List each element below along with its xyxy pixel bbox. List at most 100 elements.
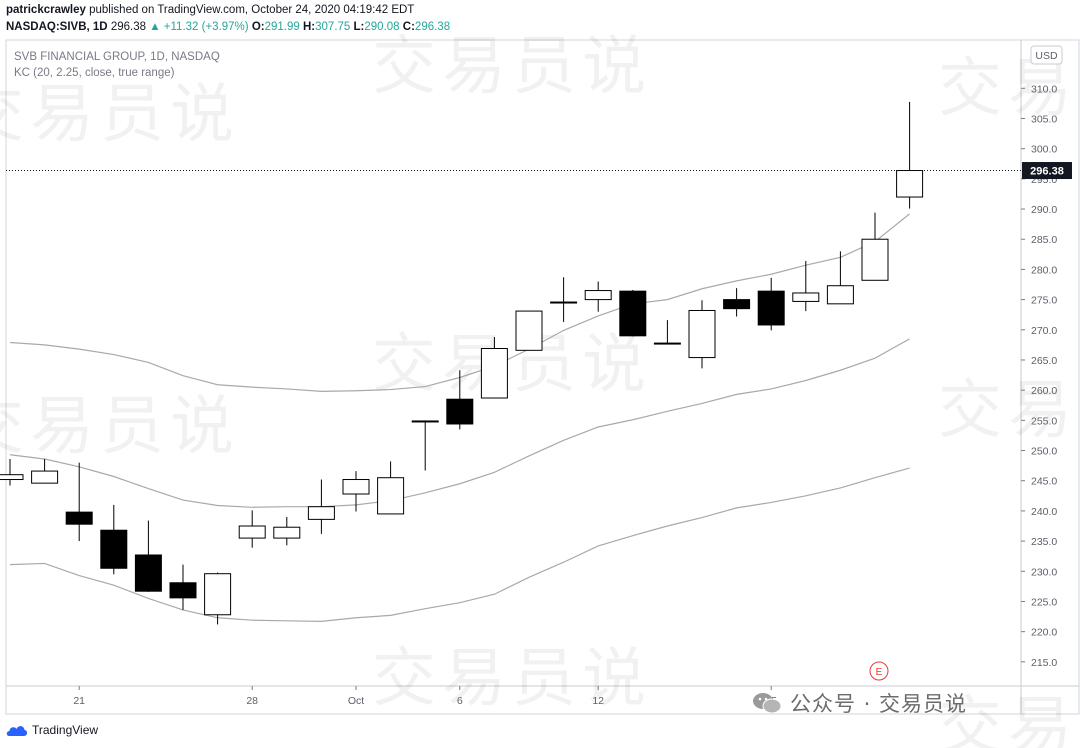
x-tick-label: 21 <box>73 695 85 707</box>
candle[interactable] <box>204 572 232 625</box>
high-label: H: <box>303 21 316 33</box>
candle-body <box>307 506 335 520</box>
candle-body <box>896 170 924 198</box>
y-tick-label: 270.0 <box>1031 325 1057 337</box>
indicator-legend[interactable]: KC (20, 2.25, close, true range) <box>14 67 175 79</box>
watermark-text: 交易员说 <box>372 30 652 104</box>
chart-frame <box>5 39 1080 715</box>
wechat-icon <box>753 693 782 714</box>
candle[interactable] <box>688 300 716 369</box>
candle[interactable] <box>826 251 854 305</box>
last-price-badge: 296.38 <box>1022 162 1072 180</box>
keltner-lower-line <box>9 467 910 623</box>
watermark-text: 交易员说 <box>938 690 1080 748</box>
candle[interactable] <box>65 462 93 542</box>
earnings-marker[interactable]: E <box>869 661 889 681</box>
close-label: C: <box>402 21 415 33</box>
candle[interactable] <box>550 277 578 322</box>
candle-body <box>861 238 889 281</box>
candle[interactable] <box>342 471 370 512</box>
candle-body <box>342 479 370 495</box>
tradingview-logo[interactable]: TradingView <box>6 723 98 737</box>
candle[interactable] <box>273 516 301 546</box>
y-tick-label: 220.0 <box>1031 627 1057 639</box>
symbol-info: NASDAQ:SIVB, 1D 296.38 ▲ +11.32 (+3.97%)… <box>6 21 450 33</box>
currency-label[interactable]: USD <box>1035 50 1058 62</box>
candle[interactable] <box>861 212 889 281</box>
y-tick-label: 280.0 <box>1031 264 1057 276</box>
x-tick-label: 6 <box>457 695 463 707</box>
tradingview-cloud-icon <box>6 725 28 736</box>
open-label: O: <box>251 21 265 33</box>
candle-body <box>792 292 820 302</box>
y-tick-label: 310.0 <box>1031 83 1057 95</box>
x-tick-label: 12 <box>592 695 604 707</box>
y-tick-label: 215.0 <box>1031 657 1057 669</box>
candle-body <box>0 474 24 481</box>
candle[interactable] <box>0 458 24 486</box>
candle[interactable] <box>757 277 785 331</box>
candle[interactable] <box>411 420 439 471</box>
x-tick-label: 28 <box>246 695 258 707</box>
earnings-letter: E <box>876 667 883 678</box>
y-tick-label: 235.0 <box>1031 536 1057 548</box>
candle-body <box>446 398 474 425</box>
earnings-icon <box>869 661 889 681</box>
symbol-label: NASDAQ:SIVB, 1D <box>6 21 108 33</box>
y-tick-label: 230.0 <box>1031 566 1057 578</box>
candle[interactable] <box>653 320 681 345</box>
candle-body <box>65 511 93 525</box>
wechat-watermark: 公众号 · 交易员说 <box>752 688 967 718</box>
keltner-middle-line <box>9 338 910 508</box>
candle-body <box>688 309 716 359</box>
up-arrow-icon: ▲ <box>149 21 161 33</box>
author-name[interactable]: patrickcrawley <box>6 4 86 16</box>
candle[interactable] <box>446 370 474 430</box>
high-value: 307.75 <box>315 21 351 33</box>
y-tick-label: 245.0 <box>1031 476 1057 488</box>
candle[interactable] <box>792 260 820 312</box>
publish-info: patrickcrawley published on TradingView.… <box>6 4 414 16</box>
chart-title: SVB FINANCIAL GROUP, 1D, NASDAQ <box>14 51 220 63</box>
candle[interactable] <box>723 288 751 317</box>
candle-body <box>723 299 751 310</box>
candle-body <box>238 525 266 539</box>
candle-body <box>619 290 647 337</box>
close-value: 296.38 <box>414 21 451 33</box>
last-price-label: 296.38 <box>1030 166 1064 178</box>
candle[interactable] <box>169 564 197 610</box>
candle[interactable] <box>238 510 266 548</box>
watermark-text: 交易员说 <box>372 642 652 716</box>
last-price: 296.38 <box>110 21 146 33</box>
candle-body <box>411 420 439 423</box>
y-tick-label: 250.0 <box>1031 446 1057 458</box>
candle[interactable] <box>515 310 543 351</box>
y-tick-label: 300.0 <box>1031 144 1057 156</box>
candle[interactable] <box>134 520 162 592</box>
y-tick-label: 255.0 <box>1031 415 1057 427</box>
candle-body <box>653 342 681 345</box>
candle-body <box>31 470 59 484</box>
candle[interactable] <box>619 289 647 337</box>
candle[interactable] <box>100 504 128 575</box>
y-tick-label: 305.0 <box>1031 113 1057 125</box>
candle[interactable] <box>31 458 59 484</box>
watermark-text: 交易员说 <box>372 328 652 402</box>
price-change: +11.32 (+3.97%) <box>163 21 249 33</box>
y-tick-label: 285.0 <box>1031 234 1057 246</box>
candle-body <box>826 285 854 305</box>
currency-badge-box <box>1030 45 1063 65</box>
y-tick-label: 225.0 <box>1031 596 1057 608</box>
candle-body <box>377 477 405 515</box>
watermark-text: 交易员说 <box>938 374 1080 448</box>
candle-body <box>757 290 785 326</box>
low-value: 290.08 <box>364 21 400 33</box>
candle-body <box>515 310 543 351</box>
candle[interactable] <box>480 337 508 399</box>
candle[interactable] <box>377 461 405 515</box>
candle[interactable] <box>584 281 612 312</box>
candle[interactable] <box>896 101 924 209</box>
x-tick-label: Oct <box>348 695 364 707</box>
candle[interactable] <box>307 479 335 534</box>
